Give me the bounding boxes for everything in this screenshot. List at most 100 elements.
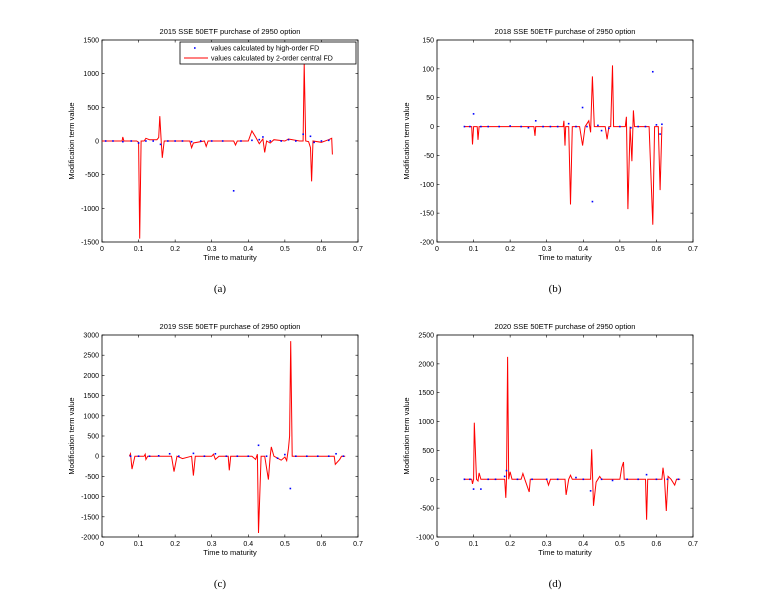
data-point-high-order-fd xyxy=(542,125,544,128)
subplot-caption: (d) xyxy=(549,578,562,590)
data-point-high-order-fd xyxy=(289,487,292,490)
data-point-high-order-fd xyxy=(516,478,519,481)
data-point-high-order-fd xyxy=(287,138,290,141)
data-point-high-order-fd xyxy=(240,140,242,142)
y-tick-label: 2500 xyxy=(83,353,99,360)
y-tick-label: 0 xyxy=(95,139,99,146)
subplot-b: 0 0.1 0.2 0.3 0.4 0.5 0.6 0.7 -200 -150 -100 -50 0 50… xyxy=(402,27,698,295)
data-point-high-order-fd xyxy=(313,141,315,144)
subplot-c: 0 0.1 0.2 0.3 0.4 0.5 0.6 0.7 -2000 -1500 -1000 -50… xyxy=(67,322,363,590)
data-point-high-order-fd xyxy=(145,140,147,142)
y-tick-label: -200 xyxy=(420,240,434,247)
y-tick-label: -50 xyxy=(424,153,434,160)
y-axis-label: Modification term value xyxy=(67,102,76,179)
x-axis-label: Time to maturity xyxy=(538,253,592,262)
y-tick-label: -100 xyxy=(420,182,434,189)
y-tick-label: 2000 xyxy=(418,361,434,368)
data-point-high-order-fd xyxy=(531,478,533,481)
x-tick-label: 0.4 xyxy=(578,246,588,253)
data-point-high-order-fd xyxy=(586,125,588,128)
x-tick-label: 0.4 xyxy=(578,541,588,548)
data-point-high-order-fd xyxy=(498,125,500,128)
legend-box xyxy=(179,41,357,65)
subplot-caption: (a) xyxy=(214,283,227,295)
data-point-high-order-fd xyxy=(148,455,151,457)
data-point-high-order-fd xyxy=(556,478,559,481)
chart-title: 2015 SSE 50ETF purchase of 2950 option xyxy=(160,27,301,36)
data-point-high-order-fd xyxy=(645,473,648,476)
x-tick-label: 0 xyxy=(100,246,104,253)
data-point-high-order-fd xyxy=(655,478,658,481)
x-tick-label: 0.4 xyxy=(243,246,253,253)
x-tick-label: 0.3 xyxy=(542,541,552,548)
data-point-high-order-fd xyxy=(251,139,253,142)
data-point-high-order-fd xyxy=(637,478,639,481)
data-point-high-order-fd xyxy=(600,478,603,481)
data-point-high-order-fd xyxy=(575,476,577,479)
x-axis-label: Time to maturity xyxy=(203,253,257,262)
data-point-high-order-fd xyxy=(626,478,628,481)
data-point-high-order-fd xyxy=(320,140,323,142)
data-point-high-order-fd xyxy=(480,125,482,128)
x-tick-label: 0.6 xyxy=(652,246,662,253)
x-tick-label: 0.5 xyxy=(280,541,290,548)
x-tick-label: 0.1 xyxy=(469,246,479,253)
data-point-high-order-fd xyxy=(549,125,552,128)
data-point-high-order-fd xyxy=(257,444,260,447)
y-tick-label: 0 xyxy=(430,477,434,484)
legend-label: values calculated by high-order FD xyxy=(211,46,319,53)
y-tick-label: 1500 xyxy=(83,38,99,45)
data-point-high-order-fd xyxy=(112,140,114,142)
data-point-high-order-fd xyxy=(661,123,663,126)
data-point-high-order-fd xyxy=(582,478,585,481)
data-point-high-order-fd xyxy=(600,129,603,132)
x-axis-label: Time to maturity xyxy=(203,548,257,557)
x-tick-label: 0.5 xyxy=(615,541,625,548)
data-point-high-order-fd xyxy=(608,127,610,130)
y-tick-label: 100 xyxy=(422,66,434,73)
data-point-high-order-fd xyxy=(262,136,264,138)
data-point-high-order-fd xyxy=(503,475,506,478)
y-tick-label: 1000 xyxy=(83,71,99,78)
y-tick-label: -2000 xyxy=(81,535,99,542)
x-tick-label: 0.4 xyxy=(243,541,253,548)
data-point-high-order-fd xyxy=(677,478,680,481)
y-tick-label: -1000 xyxy=(81,206,99,213)
data-point-high-order-fd xyxy=(472,113,475,115)
data-point-high-order-fd xyxy=(168,452,171,455)
x-tick-label: 0.7 xyxy=(353,541,363,548)
data-point-high-order-fd xyxy=(284,453,286,456)
x-tick-label: 0.6 xyxy=(317,246,327,253)
y-tick-label: 1000 xyxy=(418,419,434,426)
chart-title: 2019 SSE 50ETF purchase of 2950 option xyxy=(160,322,301,331)
subplot-d: 0 0.1 0.2 0.3 0.4 0.5 0.6 0.7 -1000 -500 0 500 1000 1… xyxy=(402,322,698,590)
data-point-high-order-fd xyxy=(192,452,195,455)
data-point-high-order-fd xyxy=(545,478,548,481)
y-tick-label: 1500 xyxy=(418,390,434,397)
data-point-high-order-fd xyxy=(225,455,228,457)
chart-title: 2018 SSE 50ETF purchase of 2950 option xyxy=(495,27,636,36)
x-tick-label: 0.5 xyxy=(615,246,625,253)
data-point-high-order-fd xyxy=(581,106,584,109)
y-tick-label: 500 xyxy=(87,434,99,441)
x-tick-label: 0.1 xyxy=(134,246,144,253)
data-point-high-order-fd xyxy=(236,455,239,457)
data-point-high-order-fd xyxy=(630,126,632,129)
data-point-high-order-fd xyxy=(509,125,511,127)
data-point-high-order-fd xyxy=(159,143,162,146)
data-point-high-order-fd xyxy=(309,135,312,138)
x-tick-label: 0.3 xyxy=(207,541,217,548)
y-tick-label: 0 xyxy=(430,124,434,131)
x-tick-label: 0 xyxy=(435,541,439,548)
data-point-high-order-fd xyxy=(247,455,250,457)
plot-area xyxy=(436,334,694,538)
data-point-high-order-fd xyxy=(469,478,471,481)
data-point-high-order-fd xyxy=(472,488,475,490)
data-point-high-order-fd xyxy=(157,454,160,457)
data-point-high-order-fd xyxy=(199,140,202,142)
data-point-high-order-fd xyxy=(122,140,124,143)
legend: values calculated by high-order FD values… xyxy=(179,41,357,65)
data-point-high-order-fd xyxy=(527,126,530,129)
x-tick-label: 0.6 xyxy=(317,541,327,548)
